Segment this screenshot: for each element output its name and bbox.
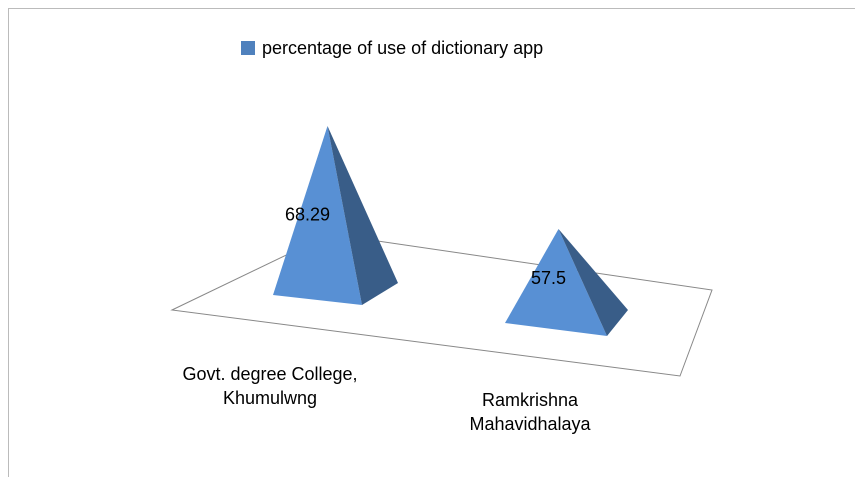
pyramid-front (273, 125, 362, 305)
legend-label: percentage of use of dictionary app (262, 38, 543, 58)
data-label: 68.29 (285, 205, 330, 225)
pyramid-side (558, 229, 628, 336)
pyramid-side (327, 125, 398, 305)
data-label: 57.5 (531, 268, 566, 288)
floor (170, 233, 713, 377)
category-label: Ramkrishna Mahavidhalaya (469, 390, 591, 434)
legend-swatch (241, 41, 255, 55)
pyramid-front (505, 229, 607, 336)
category-label: Govt. degree College, Khumulwng (182, 364, 358, 408)
